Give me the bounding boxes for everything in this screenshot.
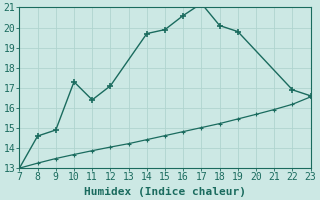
X-axis label: Humidex (Indice chaleur): Humidex (Indice chaleur)	[84, 186, 246, 197]
